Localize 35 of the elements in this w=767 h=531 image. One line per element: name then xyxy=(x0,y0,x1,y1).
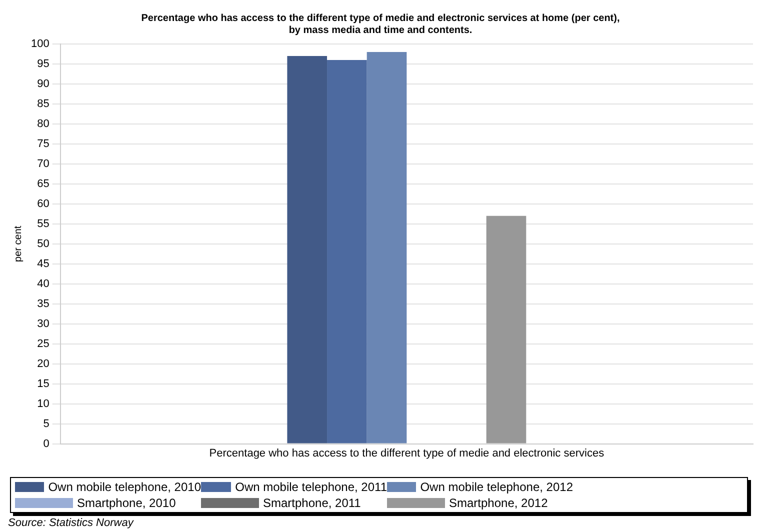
y-tick-label: 90 xyxy=(37,78,50,90)
y-tick-label: 85 xyxy=(37,98,50,110)
y-axis-title: per cent xyxy=(12,226,24,262)
y-tick-label: 50 xyxy=(37,238,50,250)
legend-label: Own mobile telephone, 2011 xyxy=(235,480,387,494)
y-tick-label: 35 xyxy=(37,298,50,310)
y-tick-label: 60 xyxy=(37,198,50,210)
bar xyxy=(486,216,526,444)
y-tick-label: 20 xyxy=(37,358,50,370)
y-tick-label: 30 xyxy=(37,318,50,330)
legend-label: Smartphone, 2012 xyxy=(449,496,548,510)
y-tick-label: 80 xyxy=(37,118,50,130)
y-tick-label: 75 xyxy=(37,138,50,150)
y-tick-label: 10 xyxy=(37,398,50,410)
y-tick-label: 15 xyxy=(37,378,50,390)
source-note: Source: Statistics Norway xyxy=(8,517,135,529)
bar xyxy=(366,52,407,444)
legend-label: Own mobile telephone, 2010 xyxy=(48,480,201,494)
y-tick-label: 40 xyxy=(37,278,50,290)
x-tick-label: Percentage who has access to the different type of medie and electronic services xyxy=(209,447,605,460)
y-tick-label: 70 xyxy=(37,158,50,170)
y-tick-label: 65 xyxy=(37,178,50,190)
legend-label: Smartphone, 2011 xyxy=(263,496,361,510)
legend-label: Own mobile telephone, 2012 xyxy=(420,480,573,494)
y-tick-label: 45 xyxy=(37,258,50,270)
y-tick-label: 95 xyxy=(37,58,50,70)
y-tick-label: 100 xyxy=(30,38,50,50)
y-tick-label: 55 xyxy=(37,218,50,230)
legend-label: Smartphone, 2010 xyxy=(77,496,176,510)
bar xyxy=(287,56,328,444)
y-tick-label: 0 xyxy=(43,438,50,450)
chart-title: Percentage who has access to the different type of medie and electronic services at home (per cent), by mass media and time and contents. xyxy=(141,12,620,36)
y-tick-label: 5 xyxy=(43,418,50,430)
y-tick-label: 25 xyxy=(37,338,50,350)
bar xyxy=(327,60,367,444)
